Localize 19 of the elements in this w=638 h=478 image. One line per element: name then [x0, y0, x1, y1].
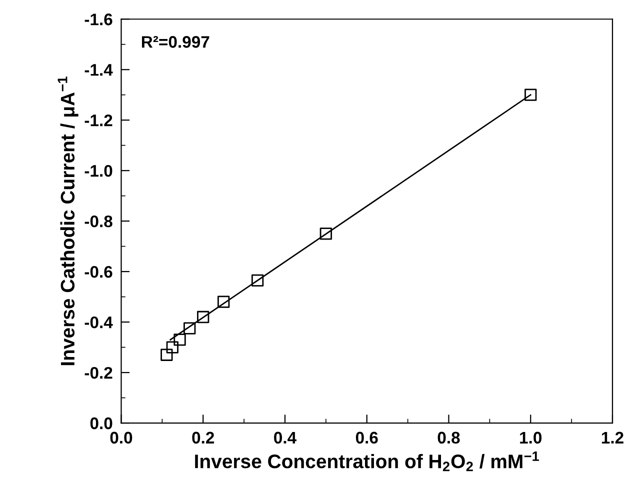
y-axis-title: Inverse Cathodic Current / μA$^{−1}$: [58, 76, 78, 366]
x-tick-label: 0.8: [438, 432, 460, 444]
y-tick-label: -0.4: [84, 316, 113, 328]
y-tick-label: -0.6: [84, 266, 112, 278]
x-tick-label: 1.0: [520, 432, 542, 444]
y-tick-label: -1.6: [84, 14, 112, 26]
y-tick-label: 0.0: [90, 417, 112, 430]
y-tick-label: -1.0: [84, 164, 112, 177]
y-tick-label: -1.2: [84, 114, 112, 126]
x-tick-label: 0.4: [274, 432, 296, 444]
x-axis-title: Inverse Concentration of H$_{2}$O$_{2}$ / mM$^{−1}$: [195, 452, 539, 472]
x-tick-label: 0.2: [192, 432, 214, 444]
y-tick-label: -1.4: [84, 64, 113, 76]
x-tick-label: 1.2: [602, 432, 624, 444]
x-tick-label: 0.6: [356, 432, 378, 444]
annotation: R²=0.997: [142, 36, 210, 48]
y-tick-label: -0.8: [84, 215, 112, 228]
x-tick-label: 0.0: [110, 432, 132, 444]
y-tick-label: -0.2: [84, 366, 112, 379]
